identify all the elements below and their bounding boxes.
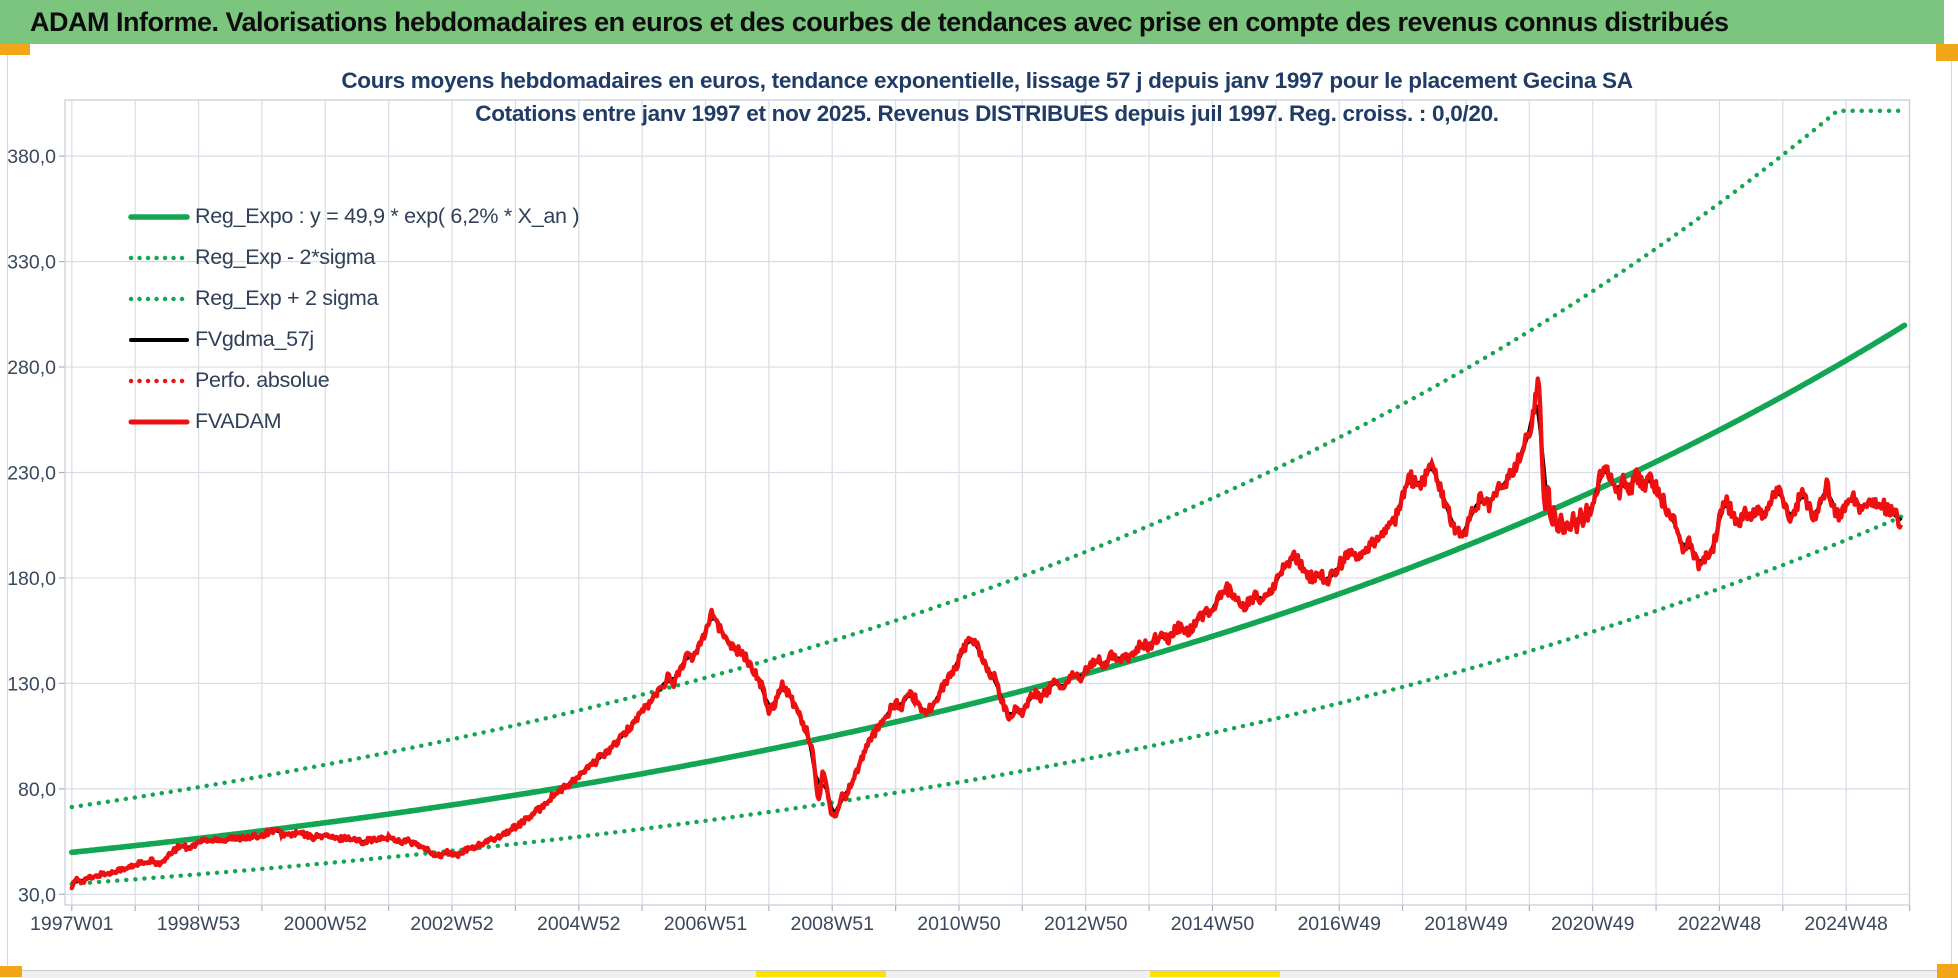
x-axis-label: 2016W49 — [1297, 913, 1380, 935]
y-axis-label: 180,0 — [7, 568, 56, 590]
x-axis-label: 2024W48 — [1804, 913, 1887, 935]
x-axis-label: 2008W51 — [790, 913, 873, 935]
y-axis-label: 230,0 — [7, 463, 56, 485]
chart-title-line1: Cours moyens hebdomadaires en euros, ten… — [341, 68, 1633, 93]
legend-swatch-line — [129, 337, 189, 342]
y-axis-label: 280,0 — [7, 357, 56, 379]
y-axis-label: 330,0 — [7, 252, 56, 274]
banner: ADAM Informe. Valorisations hebdomadaire… — [0, 0, 1944, 44]
yellow-highlight-bar-2 — [1150, 971, 1280, 977]
legend-item: FVgdma_57j — [128, 319, 579, 360]
y-axis-label: 30,0 — [18, 884, 56, 906]
window-border-left — [7, 44, 8, 971]
legend-swatch-line — [128, 419, 190, 424]
legend-item: Reg_Exp - 2*sigma — [128, 237, 579, 278]
chart-title-line2: Cotations entre janv 1997 et nov 2025. R… — [475, 101, 1499, 126]
x-axis-label: 2012W50 — [1044, 913, 1128, 935]
plot-frame — [64, 99, 1911, 906]
legend-label: Reg_Exp - 2*sigma — [195, 245, 376, 269]
orange-marker-bottom-left — [0, 966, 22, 977]
x-axis-label: 2020W49 — [1551, 913, 1634, 935]
legend-swatch-dotted — [128, 255, 190, 260]
x-axis-label: 2014W50 — [1171, 913, 1255, 935]
legend-item: Perfo. absolue — [128, 360, 579, 401]
x-axis-label: 2018W49 — [1424, 913, 1507, 935]
series-reg-exp-plus-2sigma — [69, 108, 1907, 810]
legend-label: Reg_Exp + 2 sigma — [195, 286, 379, 310]
legend-item: Reg_Exp + 2 sigma — [128, 278, 579, 319]
series-fvadam — [69, 376, 1904, 889]
x-axis-label: 2002W52 — [410, 913, 493, 935]
orange-marker-top-right — [1936, 44, 1958, 61]
legend-swatch-dotted — [128, 378, 190, 383]
x-axis-label: 2010W50 — [917, 913, 1001, 935]
window-bottom-strip — [0, 970, 1958, 978]
series-perfo-absolue — [69, 378, 1904, 891]
x-axis-label: 2000W52 — [284, 913, 367, 935]
banner-title: ADAM Informe. Valorisations hebdomadaire… — [30, 6, 1729, 37]
legend-label: Reg_Expo : y = 49,9 * exp( 6,2% * X_an ) — [195, 204, 580, 228]
window-border-right — [1951, 44, 1952, 971]
y-axis-label: 80,0 — [18, 779, 56, 801]
orange-marker-bottom-right — [1937, 964, 1958, 978]
x-axis-label: 2022W48 — [1678, 913, 1761, 935]
legend-label: FVADAM — [195, 409, 282, 433]
legend-item: FVADAM — [128, 401, 579, 442]
y-axis-label: 130,0 — [7, 673, 56, 695]
legend-label: FVgdma_57j — [195, 327, 314, 351]
x-axis-label: 2006W51 — [664, 913, 747, 935]
x-axis-label: 1997W01 — [30, 913, 113, 935]
y-axis-label: 380,0 — [7, 146, 56, 168]
x-axis-label: 2004W52 — [537, 913, 620, 935]
legend-swatch-dotted — [128, 296, 190, 301]
series-group — [69, 108, 1908, 891]
orange-marker-top-left — [0, 44, 30, 55]
legend-label: Perfo. absolue — [195, 368, 330, 392]
yellow-highlight-bar-1 — [756, 971, 886, 977]
chart-title: Cours moyens hebdomadaires en euros, ten… — [341, 64, 1633, 130]
legend-swatch-line — [128, 213, 190, 220]
legend: Reg_Expo : y = 49,9 * exp( 6,2% * X_an )… — [128, 196, 580, 442]
x-axis-label: 1998W53 — [157, 913, 240, 935]
legend-item: Reg_Expo : y = 49,9 * exp( 6,2% * X_an ) — [128, 196, 580, 237]
